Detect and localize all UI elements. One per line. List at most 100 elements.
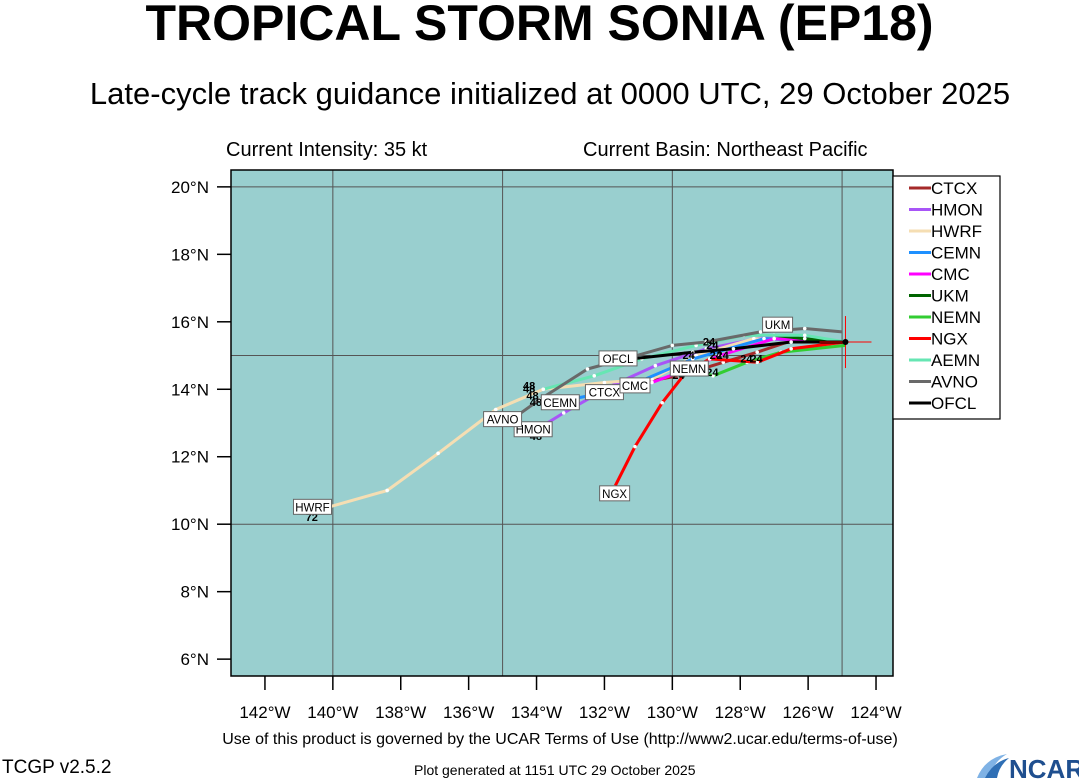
track-point-ngx: [789, 346, 793, 351]
track-name-label: UKM: [765, 320, 791, 332]
legend-label-ctcx: CTCX: [931, 179, 977, 198]
track-name-label: CTCX: [589, 388, 621, 400]
track-point-avno: [585, 367, 590, 371]
legend-box: [892, 175, 1001, 420]
x-tick-label: 140°W: [307, 703, 358, 722]
track-point-aemn: [802, 333, 807, 338]
legend-label-ngx: NGX: [931, 330, 968, 349]
legend-label-nemn: NEMN: [931, 308, 981, 327]
version-label: TCGP v2.5.2: [2, 757, 112, 778]
track-point-cemn: [690, 357, 695, 361]
generated-timestamp: Plot generated at 1151 UTC 29 October 20…: [414, 762, 696, 778]
ncar-logo-text: NCAR: [1009, 754, 1079, 780]
track-name-box: [292, 498, 332, 515]
x-tick-label: 130°W: [647, 703, 698, 722]
track-point-cemn: [762, 336, 766, 341]
track-point-ngx: [660, 400, 664, 405]
legend-label-ukm: UKM: [931, 287, 969, 306]
forecast-hour-label: 24: [750, 353, 763, 365]
y-tick-label: 12°N: [171, 448, 209, 467]
track-point-cmc: [772, 336, 776, 341]
track-point-avno: [758, 330, 763, 334]
legend: CTCX HMON HWRF CEMN CMC UKM NEMN NGX AEMN AVNO OFC…: [892, 175, 1001, 420]
y-tick-label: 14°N: [171, 380, 209, 399]
y-tick-label: 6°N: [180, 650, 209, 669]
ncar-logo-swoosh: [985, 758, 1009, 778]
track-point-aemn: [592, 373, 597, 378]
track-point-hwrf: [650, 377, 654, 381]
forecast-hour-label: 24: [740, 353, 753, 365]
forecast-hour-label: 48: [523, 380, 535, 392]
x-tick-label: 132°W: [579, 703, 630, 722]
chart-subtitle: Late-cycle track guidance initialized at…: [89, 76, 1011, 111]
x-tick-label: 124°W: [850, 703, 901, 722]
track-name-label: CEMN: [543, 398, 577, 410]
track-name-box: [669, 360, 709, 377]
chart-title: TROPICAL STORM SONIA (EP18): [145, 0, 934, 51]
forecast-hour-label: 48: [530, 397, 542, 409]
current-position-dot: [842, 339, 849, 346]
forecast-hour-label: 24: [683, 350, 696, 362]
legend-label-avno: AVNO: [931, 373, 978, 392]
track-point-ngx: [755, 360, 760, 365]
track-point-avno: [670, 343, 675, 348]
track-name-box: [619, 377, 651, 394]
legend-label-hwrf: HWRF: [931, 222, 982, 241]
track-name-box: [762, 316, 794, 333]
track-point-nemn: [711, 373, 715, 378]
y-tick-label: 20°N: [171, 178, 209, 197]
track-point-ukm: [802, 336, 807, 341]
track-name-label: HWRF: [295, 502, 330, 514]
track-point-hwrf: [752, 336, 756, 341]
ncar-logo: NCAR: [977, 754, 1079, 780]
legend-label-cemn: CEMN: [931, 244, 981, 263]
x-tick-label: 126°W: [783, 703, 834, 722]
track-name-label: NGX: [602, 489, 627, 501]
track-name-box: [598, 350, 638, 367]
x-tick-label: 134°W: [511, 703, 562, 722]
current-intensity: Current Intensity: 35 kt: [226, 139, 428, 161]
terms-of-use: Use of this product is governed by the U…: [222, 731, 898, 748]
track-point-ngx: [707, 357, 712, 361]
plot-frame: [230, 169, 894, 677]
track-name-label: CMC: [622, 381, 648, 393]
track-line-hwrf: [315, 337, 846, 513]
track-point-hwrf: [436, 451, 440, 456]
legend-label-cmc: CMC: [931, 265, 970, 284]
y-tick-label: 10°N: [171, 515, 209, 534]
x-tick-label: 142°W: [239, 703, 290, 722]
legend-label-hmon: HMON: [931, 201, 983, 220]
track-point-ngx: [633, 444, 637, 449]
map-plot-area: 6°N 8°N 10°N 12°N 14°N 16°N 18°N 20°N 142°W 140°W…: [171, 169, 902, 722]
track-point-aemn: [541, 387, 546, 392]
track-point-hwrf: [385, 488, 389, 493]
track-name-box: [599, 485, 631, 502]
forecast-hour-label: 48: [523, 384, 535, 396]
y-tick-label: 8°N: [180, 583, 209, 602]
track-point-hmon: [561, 411, 566, 415]
track-name-label: HMON: [516, 425, 551, 437]
y-tick-label: 18°N: [171, 245, 209, 264]
track-point-cmc: [650, 380, 654, 385]
ocean-background: [231, 170, 893, 676]
track-point-avno: [802, 326, 807, 331]
forecast-hour-label: 24: [716, 350, 729, 362]
y-tick-label: 16°N: [171, 313, 209, 332]
track-name-box: [483, 411, 523, 428]
ncar-logo-swoosh: [977, 754, 1007, 778]
forecast-hour-label: 24: [706, 367, 719, 379]
forecast-hour-label: 48: [526, 390, 538, 402]
track-point-ofcl: [690, 350, 695, 354]
track-point-cmc: [718, 353, 722, 358]
forecast-hour-label: 24: [703, 336, 716, 348]
track-point-hmon: [653, 363, 658, 368]
track-point-ofcl: [731, 346, 736, 351]
track-point-ofcl: [789, 340, 793, 344]
track-name-label: NEMN: [672, 364, 706, 376]
track-name-label: OFCL: [603, 354, 634, 366]
track-point-ctcx: [755, 350, 760, 354]
current-basin: Current Basin: Northeast Pacific: [583, 139, 868, 161]
legend-label-aemn: AEMN: [931, 351, 980, 370]
legend-label-ofcl: OFCL: [931, 394, 976, 413]
